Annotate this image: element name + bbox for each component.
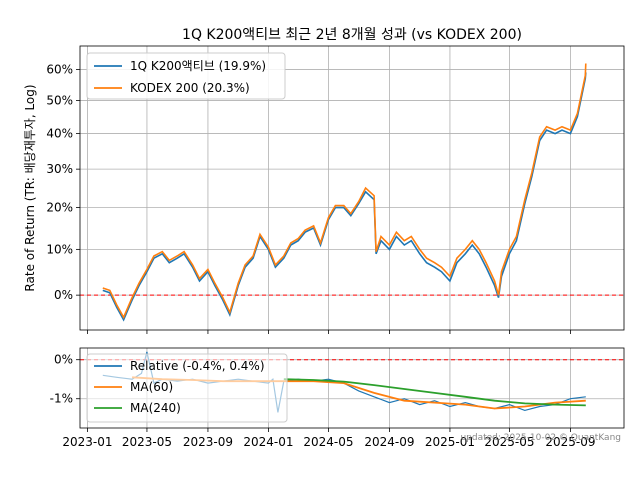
legend-label: KODEX 200 (20.3%) [130, 81, 250, 95]
x-tick-label: 2025-05 [484, 435, 534, 449]
x-tick-label: 2024-01 [243, 435, 293, 449]
series-line-benchmark [102, 63, 587, 320]
x-tick-label: 2023-09 [183, 435, 233, 449]
top-y-tick-label: 40% [46, 127, 73, 141]
legend-label: MA(240) [130, 401, 181, 415]
top-plot-frame [79, 45, 625, 331]
top-y-tick-label: 30% [46, 162, 73, 176]
legend-label: 1Q K200액티브 (19.9%) [130, 59, 266, 73]
x-tick-label: 2023-01 [62, 435, 112, 449]
top-y-tick-label: 60% [46, 62, 73, 76]
legend-label: Relative (-0.4%, 0.4%) [130, 359, 265, 373]
updated-footer: updated: 2025-10-02 © QuantKang [460, 433, 621, 443]
chart-title: 1Q K200액티브 최근 2년 8개월 성과 (vs KODEX 200) [182, 27, 522, 43]
bottom-y-tick-label: 0% [54, 353, 73, 367]
x-tick-label: 2024-05 [303, 435, 353, 449]
legend-label: MA(60) [130, 380, 173, 394]
y-axis-label: Rate of Return (TR: 배당재투자, Log) [23, 84, 37, 291]
bottom-y-tick-label: -1% [50, 392, 73, 406]
top-y-tick-label: 50% [46, 93, 73, 107]
top-y-tick-label: 0% [54, 288, 73, 302]
x-tick-label: 2025-09 [545, 435, 595, 449]
x-tick-label: 2023-05 [122, 435, 172, 449]
ma240-line [283, 378, 586, 407]
top-legend-box [86, 52, 286, 100]
top-y-tick-label: 20% [46, 201, 73, 215]
bottom-plot-frame [79, 347, 625, 429]
top-y-tick-label: 10% [46, 242, 73, 256]
x-tick-label: 2025-01 [425, 435, 475, 449]
series-line-fund [102, 72, 587, 322]
bottom-legend-box [86, 353, 288, 423]
x-tick-label: 2024-09 [364, 435, 414, 449]
